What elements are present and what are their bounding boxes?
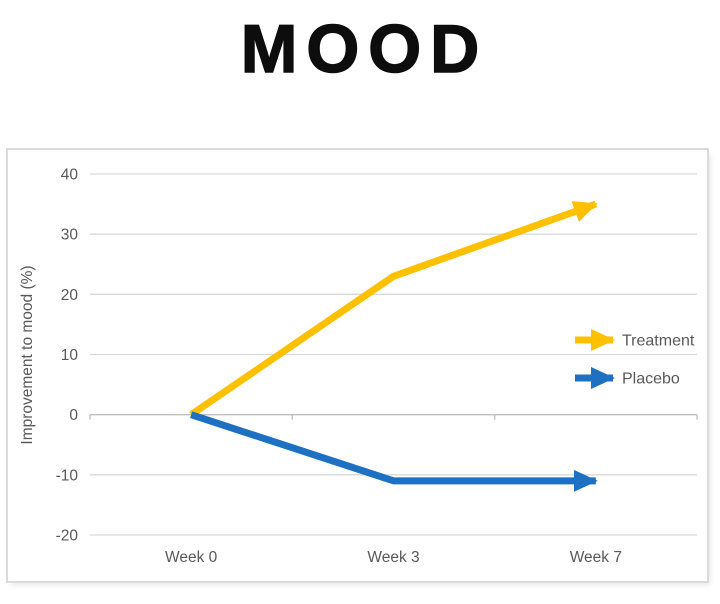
series-line-treatment (189, 200, 598, 418)
y-tick-label: 10 (61, 347, 79, 364)
legend-label-treatment: Treatment (622, 333, 695, 350)
mood-line-chart: 40 30 20 10 0 -10 -20 Week 0 Week 3 Week 7 Improve… (19, 167, 698, 566)
x-tick-label: Week 0 (165, 549, 218, 566)
y-tick-label: 40 (61, 167, 79, 184)
y-tick-label: 30 (61, 227, 79, 244)
chart-card: 40 30 20 10 0 -10 -20 Week 0 Week 3 Week 7 Improve… (8, 150, 707, 581)
chart-title: MOOD (240, 11, 489, 87)
x-tick-label: Week 3 (367, 549, 419, 566)
x-tick-label: Week 7 (570, 549, 622, 566)
series-line-placebo (190, 411, 598, 492)
y-tick-label: 0 (69, 407, 78, 424)
legend-label-placebo: Placebo (622, 371, 680, 388)
y-tick-label: -20 (56, 528, 79, 545)
y-tick-label: -10 (56, 467, 79, 484)
y-axis-title: Improvement to mood (%) (19, 265, 36, 444)
y-tick-label: 20 (61, 287, 79, 304)
